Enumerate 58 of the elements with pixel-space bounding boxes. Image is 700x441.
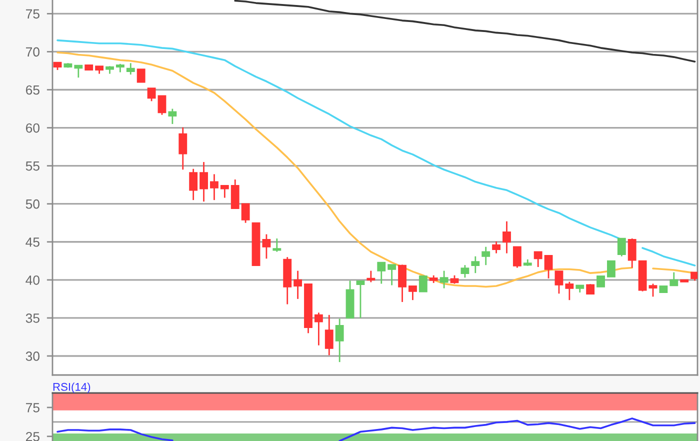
candlestick — [158, 95, 166, 116]
candlestick — [366, 270, 376, 283]
candlestick — [408, 285, 417, 301]
candlestick — [502, 220, 511, 254]
candlestick — [189, 168, 198, 201]
chart-title: RSI(14) — [53, 382, 90, 393]
candlestick — [586, 283, 595, 295]
candlestick — [335, 318, 344, 363]
candlestick — [294, 270, 302, 300]
y-tick-label: 50 — [26, 199, 40, 209]
y-tick-label: 55 — [26, 162, 40, 171]
y-tick-label: 60 — [26, 123, 40, 133]
candlestick — [482, 246, 490, 266]
candlestick — [554, 270, 564, 294]
y-tick-label: 25 — [26, 432, 40, 441]
candlestick — [617, 238, 626, 258]
candlestick — [241, 203, 250, 224]
y-tick-label: 75 — [26, 9, 40, 19]
candlestick — [596, 276, 605, 288]
candlestick — [388, 264, 396, 286]
candlestick — [512, 246, 522, 268]
candlestick — [398, 264, 406, 303]
candlestick — [220, 184, 229, 198]
candlestick — [356, 280, 365, 319]
y-tick-label: 65 — [26, 85, 40, 95]
candlestick — [492, 240, 500, 254]
candlestick — [471, 256, 480, 274]
y-tick-label: 30 — [26, 352, 40, 361]
candlestick — [565, 281, 574, 301]
candlestick — [200, 161, 208, 202]
candlestick — [418, 274, 428, 292]
y-tick-label: 35 — [26, 314, 40, 323]
candlestick — [272, 238, 282, 252]
candlestick — [147, 88, 156, 102]
line-series — [234, 0, 696, 63]
candlestick — [126, 62, 135, 76]
y-tick-label: 45 — [26, 238, 40, 247]
candlestick — [178, 126, 188, 170]
candlestick — [210, 173, 218, 201]
candlestick — [377, 262, 386, 284]
candlestick — [440, 270, 448, 289]
candlestick — [460, 264, 470, 278]
y-tick-label: 40 — [26, 275, 40, 285]
y-tick-label: 70 — [26, 47, 40, 57]
candlestick — [670, 272, 678, 286]
candlestick — [648, 283, 658, 298]
candlestick — [314, 312, 323, 346]
candlestick — [262, 234, 271, 260]
candlestick — [544, 254, 553, 280]
candlestick — [168, 108, 177, 125]
candlestick — [534, 251, 542, 268]
candlestick — [136, 68, 146, 83]
candlestick — [324, 314, 334, 356]
candlestick — [74, 64, 83, 78]
candlestick — [230, 178, 240, 210]
candlestick — [628, 238, 636, 268]
candlestick — [606, 260, 616, 278]
y-tick-label: 75 — [26, 403, 40, 412]
